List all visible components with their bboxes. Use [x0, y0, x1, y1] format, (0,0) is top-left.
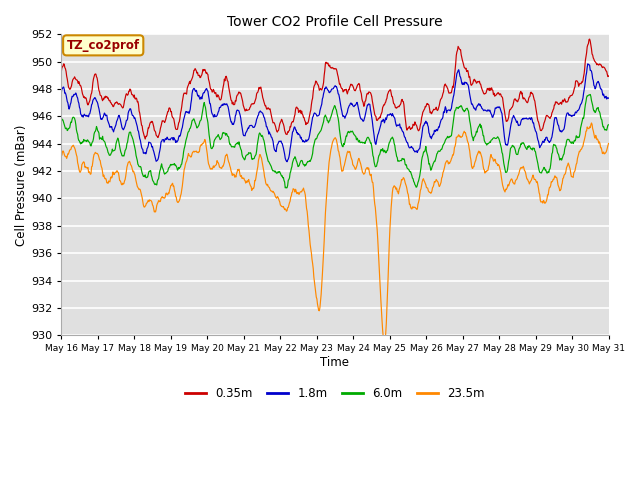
X-axis label: Time: Time	[321, 356, 349, 369]
Legend: 0.35m, 1.8m, 6.0m, 23.5m: 0.35m, 1.8m, 6.0m, 23.5m	[180, 382, 490, 405]
Text: TZ_co2prof: TZ_co2prof	[67, 39, 140, 52]
Title: Tower CO2 Profile Cell Pressure: Tower CO2 Profile Cell Pressure	[227, 15, 443, 29]
Y-axis label: Cell Pressure (mBar): Cell Pressure (mBar)	[15, 124, 28, 245]
